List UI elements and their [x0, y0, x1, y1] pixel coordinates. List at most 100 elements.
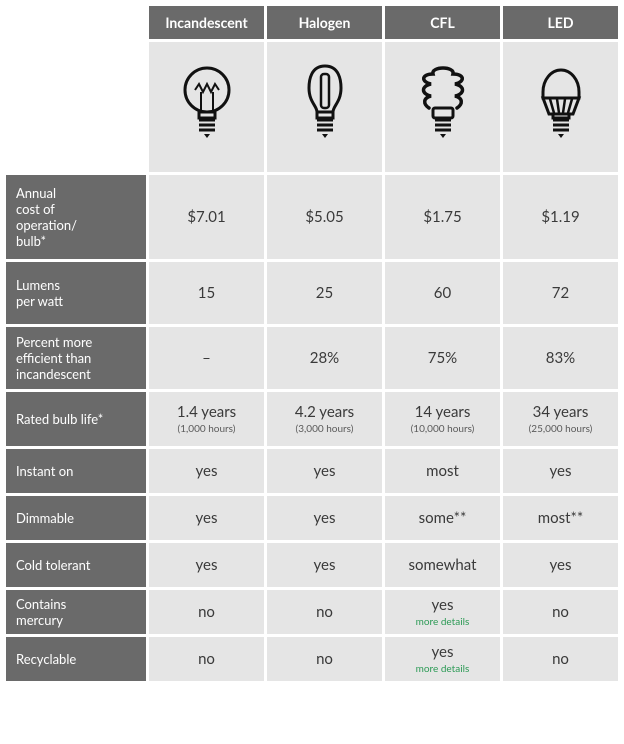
- data-cell: 83%: [503, 327, 618, 389]
- data-cell: no: [503, 637, 618, 681]
- cell-value: $1.75: [423, 208, 461, 226]
- cell-value: $5.05: [305, 208, 343, 226]
- icon-cell-incandescent: [149, 42, 264, 172]
- cell-value: 14 years: [415, 403, 471, 421]
- more-details-link[interactable]: more details: [416, 616, 470, 628]
- data-cell: 1.4 years (1,000 hours): [149, 392, 264, 446]
- data-cell: $1.19: [503, 175, 618, 259]
- row-label: Annualcost ofoperation/bulb*: [6, 175, 146, 259]
- cell-value: most: [426, 462, 459, 480]
- data-cell: no: [149, 590, 264, 634]
- icon-cell-cfl: [385, 42, 500, 172]
- row-label: Percent moreefficient thanincandescent: [6, 327, 146, 389]
- cell-value: somewhat: [408, 556, 476, 574]
- cell-value: yes: [550, 556, 572, 574]
- data-cell: yes: [267, 543, 382, 587]
- cell-subvalue: (1,000 hours): [178, 423, 236, 435]
- cell-value: 25: [316, 284, 333, 302]
- data-cell: 72: [503, 262, 618, 324]
- corner-blank: [6, 6, 146, 39]
- data-cell: –: [149, 327, 264, 389]
- data-cell: 15: [149, 262, 264, 324]
- data-cell: most: [385, 449, 500, 493]
- cell-value: 60: [434, 284, 451, 302]
- cell-value: no: [552, 603, 569, 621]
- icon-row-blank: [6, 42, 146, 172]
- cell-value: no: [552, 650, 569, 668]
- data-cell: yes: [267, 449, 382, 493]
- cell-value: no: [316, 603, 333, 621]
- row-label: Recyclable: [6, 637, 146, 681]
- col-header-led: LED: [503, 6, 618, 39]
- row-label: Containsmercury: [6, 590, 146, 634]
- cell-subvalue: (10,000 hours): [411, 423, 475, 435]
- data-cell: yes: [149, 543, 264, 587]
- col-header-halogen: Halogen: [267, 6, 382, 39]
- cell-value: most**: [538, 509, 583, 527]
- row-label: Lumensper watt: [6, 262, 146, 324]
- cell-value: 83%: [546, 349, 575, 367]
- cell-value: $7.01: [187, 208, 225, 226]
- row-label: Instant on: [6, 449, 146, 493]
- cell-value: some**: [419, 509, 467, 527]
- halogen-bulb-icon: [294, 62, 356, 152]
- icon-cell-halogen: [267, 42, 382, 172]
- data-cell: most**: [503, 496, 618, 540]
- cell-value: yes: [314, 509, 336, 527]
- more-details-link[interactable]: more details: [416, 663, 470, 675]
- data-cell: 28%: [267, 327, 382, 389]
- data-cell: 34 years (25,000 hours): [503, 392, 618, 446]
- row-label: Rated bulb life*: [6, 392, 146, 446]
- cell-value: 72: [552, 284, 569, 302]
- col-header-cfl: CFL: [385, 6, 500, 39]
- cell-value: yes: [432, 643, 454, 661]
- data-cell: somewhat: [385, 543, 500, 587]
- cell-value: 4.2 years: [295, 403, 354, 421]
- icon-cell-led: [503, 42, 618, 172]
- data-cell: yes: [267, 496, 382, 540]
- cell-value: $1.19: [541, 208, 579, 226]
- data-cell: $5.05: [267, 175, 382, 259]
- data-cell: some**: [385, 496, 500, 540]
- data-cell: no: [503, 590, 618, 634]
- cfl-bulb-icon: [412, 62, 474, 152]
- data-cell: 4.2 years (3,000 hours): [267, 392, 382, 446]
- cell-value: yes: [550, 462, 572, 480]
- cell-subvalue: (3,000 hours): [296, 423, 354, 435]
- cell-value: 28%: [310, 349, 339, 367]
- row-label: Cold tolerant: [6, 543, 146, 587]
- cell-value: no: [198, 650, 215, 668]
- cell-value: 1.4 years: [177, 403, 236, 421]
- cell-value: no: [198, 603, 215, 621]
- data-cell: no: [267, 637, 382, 681]
- cell-value: 34 years: [533, 403, 589, 421]
- data-cell: yes: [503, 543, 618, 587]
- col-header-incandescent: Incandescent: [149, 6, 264, 39]
- incandescent-bulb-icon: [176, 62, 238, 152]
- data-cell: yes: [149, 449, 264, 493]
- cell-value: yes: [196, 556, 218, 574]
- data-cell: $7.01: [149, 175, 264, 259]
- data-cell: no: [267, 590, 382, 634]
- cell-value: yes: [314, 556, 336, 574]
- cell-value: yes: [196, 509, 218, 527]
- cell-value: no: [316, 650, 333, 668]
- data-cell: yes: [503, 449, 618, 493]
- cell-value: –: [202, 349, 211, 367]
- cell-value: yes: [314, 462, 336, 480]
- data-cell: yes more details: [385, 590, 500, 634]
- data-cell: 25: [267, 262, 382, 324]
- data-cell: 14 years (10,000 hours): [385, 392, 500, 446]
- data-cell: 75%: [385, 327, 500, 389]
- data-cell: $1.75: [385, 175, 500, 259]
- cell-value: 75%: [428, 349, 457, 367]
- data-cell: yes: [149, 496, 264, 540]
- cell-value: yes: [432, 596, 454, 614]
- cell-value: 15: [198, 284, 215, 302]
- data-cell: yes more details: [385, 637, 500, 681]
- row-label: Dimmable: [6, 496, 146, 540]
- cell-subvalue: (25,000 hours): [529, 423, 593, 435]
- data-cell: 60: [385, 262, 500, 324]
- cell-value: yes: [196, 462, 218, 480]
- led-bulb-icon: [530, 62, 592, 152]
